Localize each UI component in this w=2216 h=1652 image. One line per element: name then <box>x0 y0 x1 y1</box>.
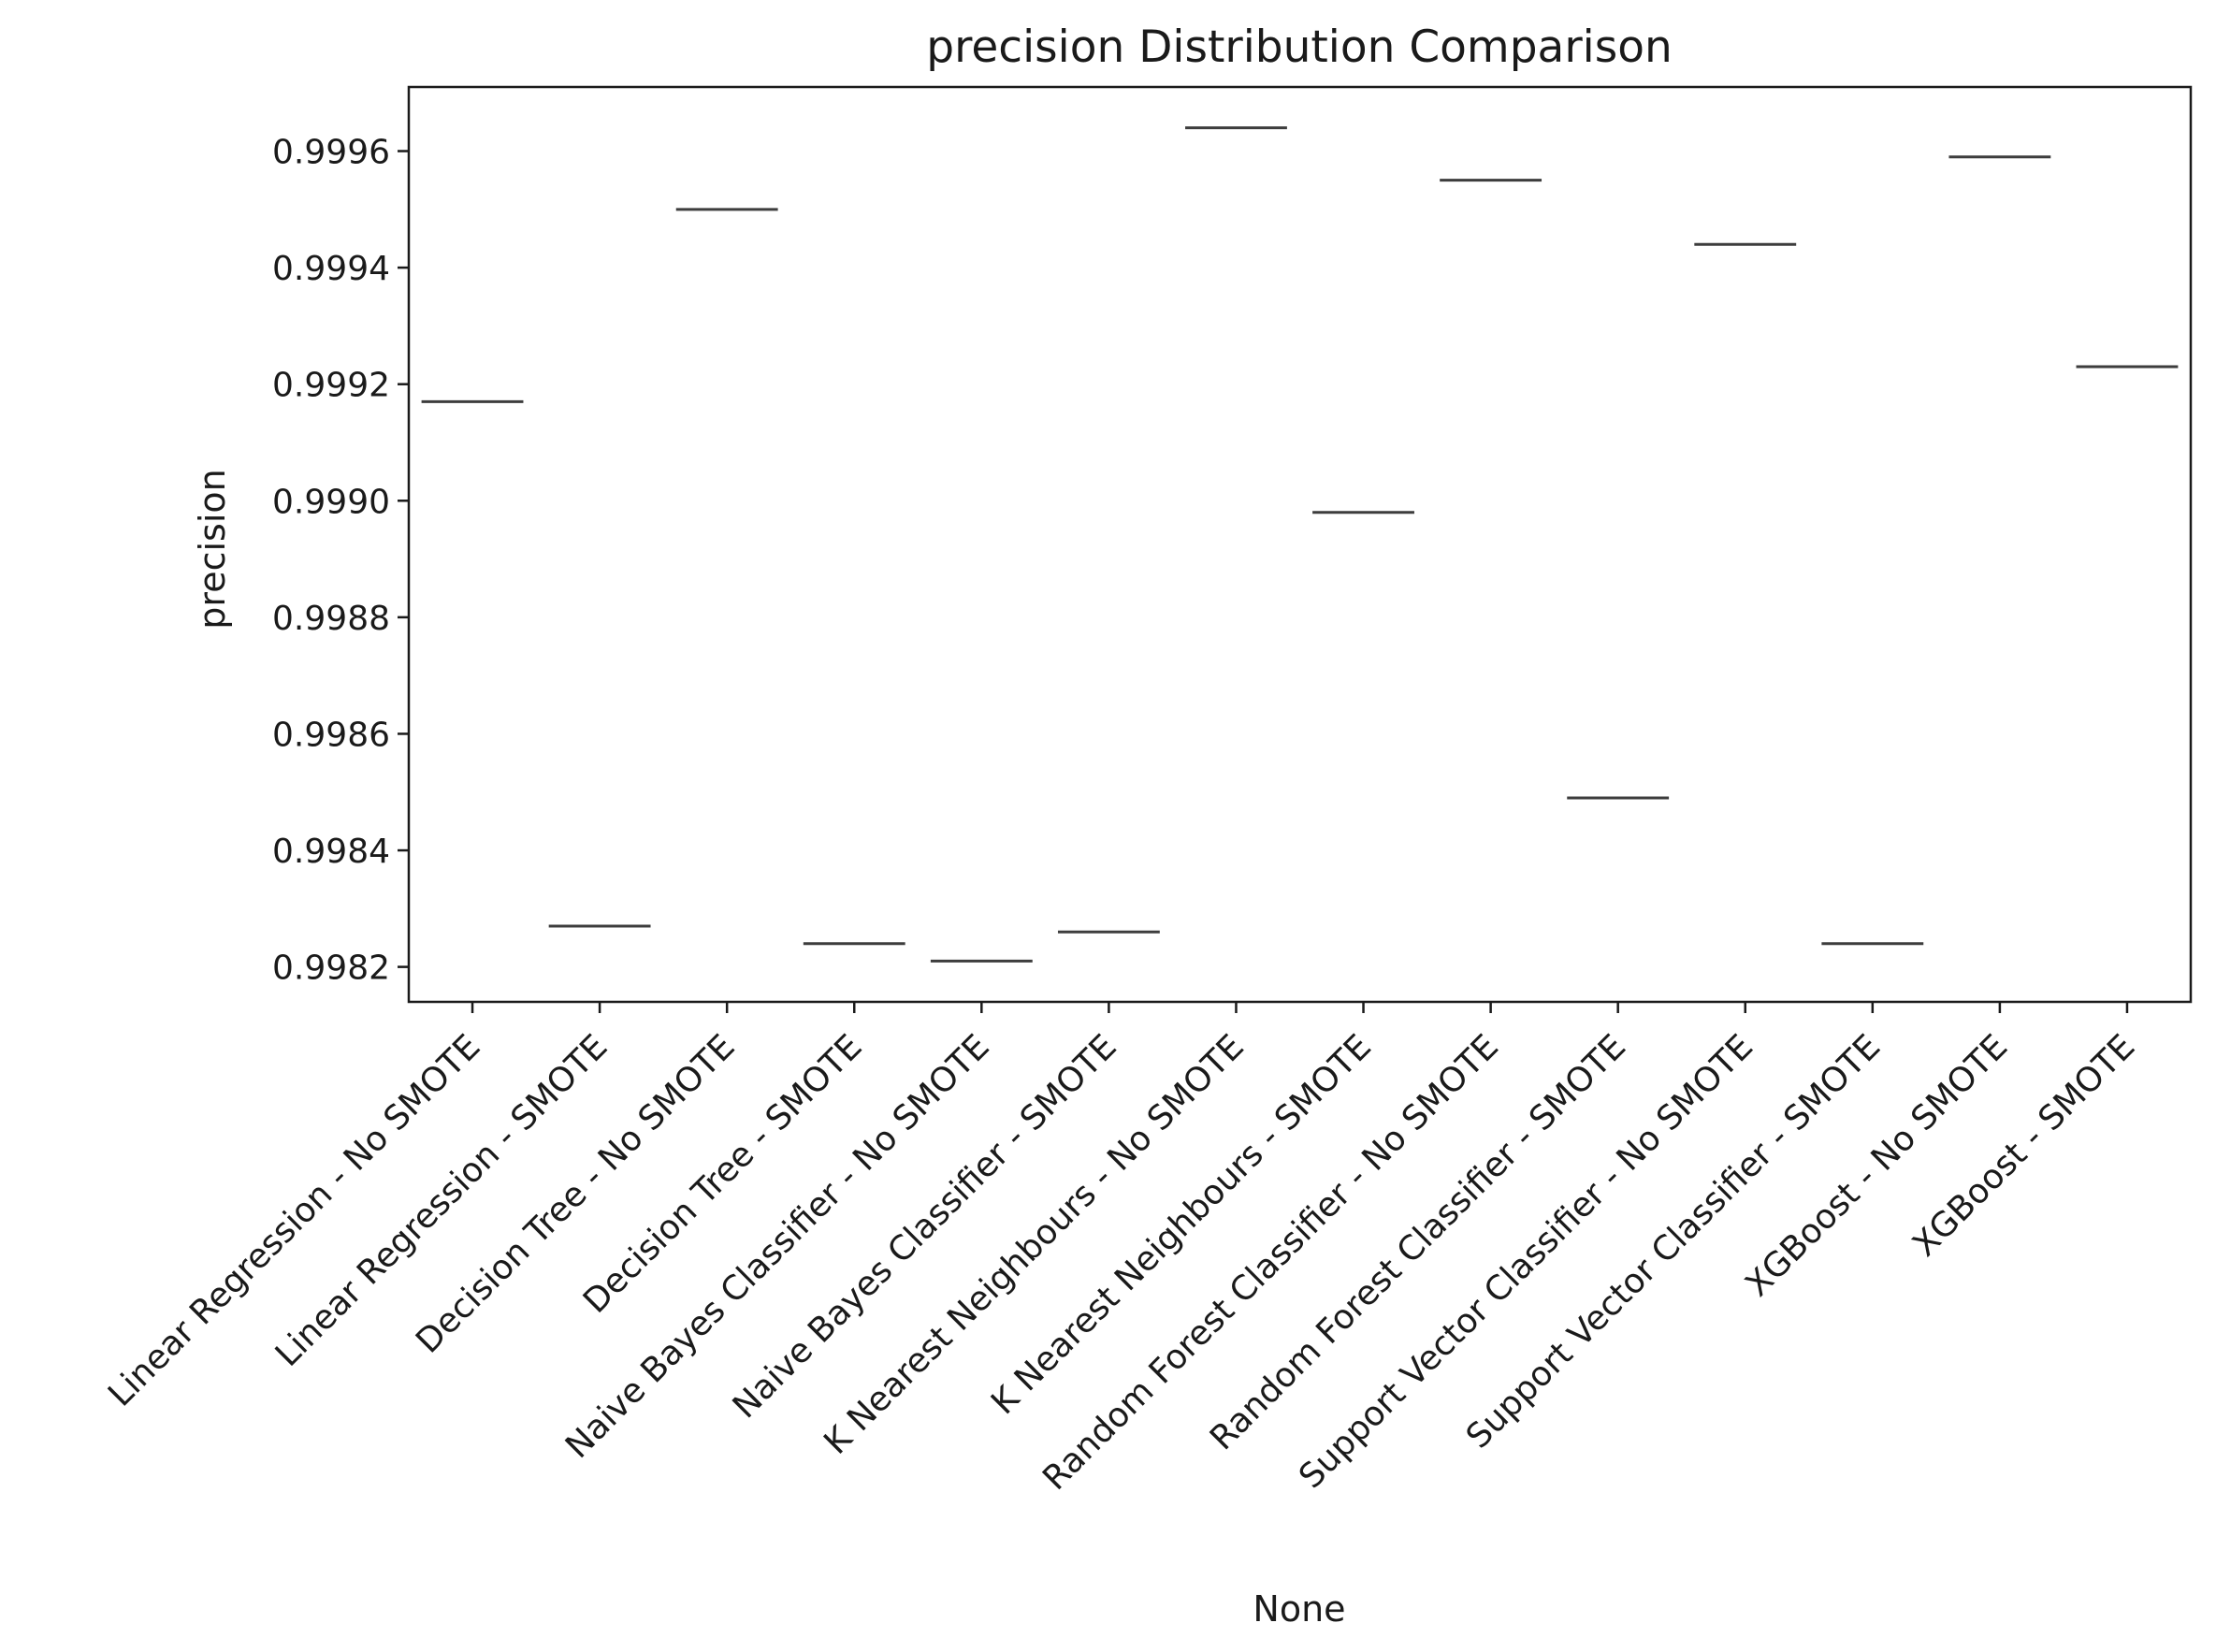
y-tick-label: 0.9996 <box>272 134 390 172</box>
x-tick-label: Random Forest Classifier - No SMOTE <box>1036 1027 1506 1498</box>
x-tick-label: XGBoost - No SMOTE <box>1738 1027 2015 1304</box>
y-tick-label: 0.9982 <box>272 949 390 988</box>
x-tick-label: XGBoost - SMOTE <box>1905 1027 2142 1264</box>
plot-area: 0.9982 0.9984 0.9986 0.9988 0.9990 0.9992 0.99… <box>101 126 2179 1498</box>
y-tick-label: 0.9988 <box>272 600 390 638</box>
chart-title: precision Distribution Comparison <box>926 22 1673 73</box>
y-tick-label: 0.9990 <box>272 483 390 521</box>
y-tick-label: 0.9984 <box>272 833 390 871</box>
y-tick-label: 0.9992 <box>272 367 390 405</box>
y-tick-label: 0.9994 <box>272 250 390 288</box>
y-axis-label: precision <box>192 469 233 629</box>
x-tick-label: Support Vector Classifier - No SMOTE <box>1292 1027 1760 1496</box>
x-axis-label: None <box>1253 1588 1345 1630</box>
plot-frame <box>407 85 2193 1004</box>
y-tick-label: 0.9986 <box>272 716 390 754</box>
